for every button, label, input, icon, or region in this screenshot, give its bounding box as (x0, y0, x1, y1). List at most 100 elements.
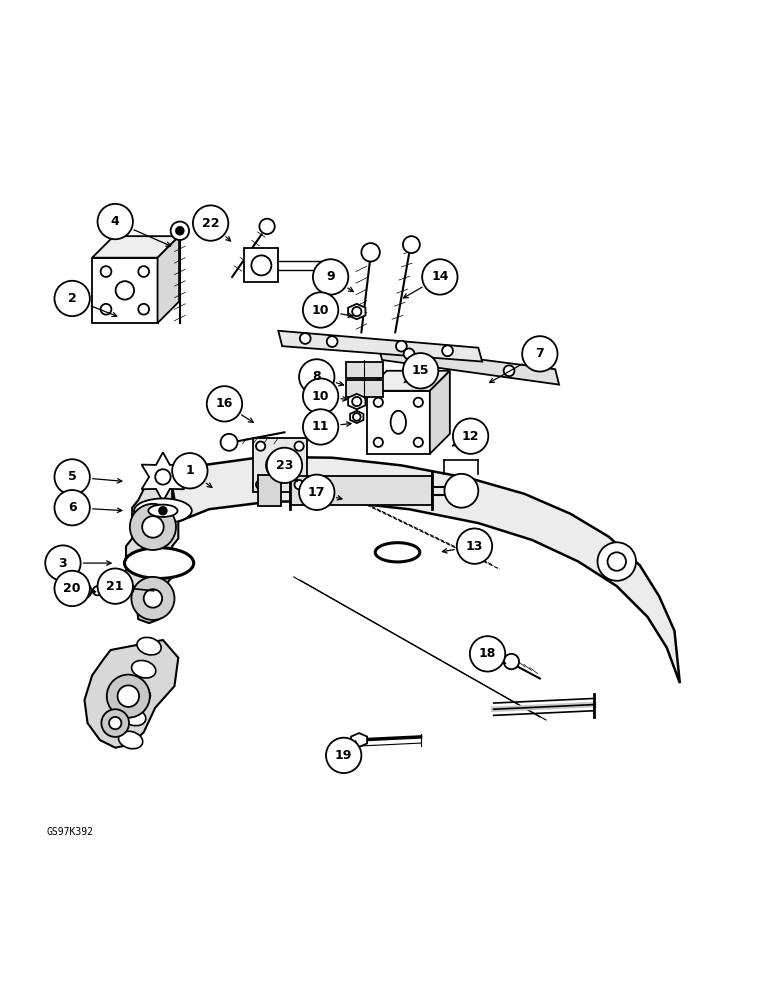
Text: 19: 19 (335, 749, 352, 762)
Circle shape (155, 469, 171, 485)
Circle shape (256, 480, 266, 489)
Circle shape (353, 413, 361, 421)
Polygon shape (430, 371, 450, 454)
Circle shape (327, 336, 337, 347)
Bar (245, 248, 279, 282)
Circle shape (123, 583, 134, 594)
Circle shape (403, 353, 438, 388)
Circle shape (442, 345, 453, 356)
Bar (290, 476, 432, 505)
Circle shape (55, 571, 90, 606)
Circle shape (256, 442, 266, 451)
Circle shape (445, 474, 479, 508)
Circle shape (101, 709, 129, 737)
Circle shape (207, 386, 242, 422)
Bar (253, 438, 306, 492)
Text: 22: 22 (201, 217, 219, 230)
Circle shape (414, 398, 423, 407)
Circle shape (414, 438, 423, 447)
Circle shape (352, 397, 361, 406)
Text: 13: 13 (466, 540, 483, 553)
Polygon shape (348, 304, 365, 319)
Polygon shape (350, 411, 364, 423)
Text: 1: 1 (185, 464, 195, 477)
Circle shape (503, 365, 514, 376)
Text: 15: 15 (412, 364, 429, 377)
Circle shape (266, 452, 293, 479)
Polygon shape (348, 394, 365, 409)
Ellipse shape (122, 708, 146, 726)
Circle shape (100, 266, 111, 277)
Circle shape (76, 583, 91, 598)
Circle shape (221, 434, 238, 451)
Circle shape (144, 589, 162, 608)
Ellipse shape (119, 731, 143, 749)
Circle shape (55, 490, 90, 525)
Circle shape (313, 259, 348, 295)
Text: 14: 14 (431, 270, 449, 283)
Circle shape (374, 438, 383, 447)
Polygon shape (157, 236, 179, 323)
Circle shape (303, 378, 338, 414)
Polygon shape (378, 346, 559, 385)
Circle shape (361, 243, 380, 262)
Text: 10: 10 (312, 304, 330, 317)
Text: 23: 23 (276, 459, 293, 472)
Ellipse shape (131, 660, 156, 678)
Circle shape (303, 409, 338, 445)
Text: 5: 5 (68, 470, 76, 483)
Circle shape (422, 259, 458, 295)
Circle shape (598, 542, 636, 581)
Circle shape (55, 459, 90, 495)
Text: 2: 2 (68, 292, 76, 305)
Text: 10: 10 (312, 390, 330, 403)
Circle shape (100, 304, 111, 315)
Circle shape (252, 255, 272, 275)
Circle shape (299, 475, 334, 510)
Circle shape (193, 205, 229, 241)
Text: 3: 3 (59, 557, 67, 570)
Ellipse shape (127, 685, 151, 703)
Polygon shape (92, 236, 179, 258)
Circle shape (303, 292, 338, 328)
Circle shape (142, 516, 164, 538)
Circle shape (97, 204, 133, 239)
Ellipse shape (134, 498, 191, 523)
Circle shape (522, 336, 557, 372)
Circle shape (109, 717, 121, 729)
Text: 8: 8 (313, 370, 321, 383)
Bar (346, 380, 383, 397)
Circle shape (55, 281, 90, 316)
Ellipse shape (124, 548, 194, 578)
Circle shape (299, 359, 334, 395)
Circle shape (453, 418, 489, 454)
Circle shape (294, 442, 303, 451)
Polygon shape (351, 733, 367, 747)
Text: 16: 16 (216, 397, 233, 410)
Polygon shape (279, 331, 482, 362)
Circle shape (93, 586, 102, 595)
Text: 18: 18 (479, 647, 496, 660)
Polygon shape (84, 640, 178, 748)
Circle shape (608, 552, 626, 571)
Circle shape (172, 453, 208, 488)
Circle shape (326, 738, 361, 773)
Polygon shape (367, 391, 430, 454)
Circle shape (457, 528, 493, 564)
Polygon shape (141, 452, 185, 502)
Text: 20: 20 (63, 582, 81, 595)
Text: 17: 17 (308, 486, 326, 499)
Circle shape (374, 398, 383, 407)
Ellipse shape (391, 411, 406, 434)
Text: GS97K392: GS97K392 (46, 827, 93, 837)
Circle shape (300, 333, 310, 344)
Circle shape (503, 654, 519, 669)
Circle shape (267, 448, 302, 483)
Bar (346, 362, 383, 378)
Circle shape (130, 504, 176, 550)
Polygon shape (126, 478, 178, 623)
Text: 7: 7 (536, 347, 544, 360)
Circle shape (396, 341, 407, 352)
Circle shape (138, 304, 149, 315)
Text: 12: 12 (462, 430, 479, 443)
